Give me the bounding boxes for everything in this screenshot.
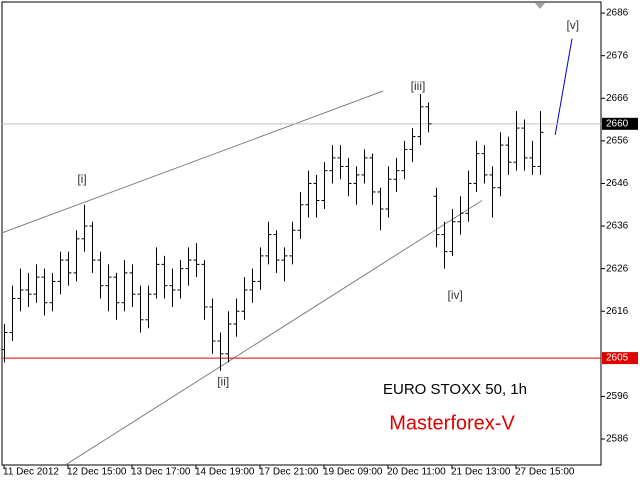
price-label-box	[602, 117, 638, 130]
y-tick-label: 2636	[606, 221, 629, 232]
y-tick-label: 2676	[606, 50, 629, 61]
y-tick-label: 2626	[606, 263, 629, 274]
y-tick-label: 2596	[606, 391, 629, 402]
y-tick-label: 2686	[606, 8, 629, 19]
chart-subtitle: Masterforex-V	[389, 412, 515, 434]
x-tick-label: 27 Dec 15:00	[515, 467, 575, 478]
wave-label: [ii]	[217, 375, 229, 389]
wave-label: [v]	[566, 18, 579, 32]
x-tick-label: 19 Dec 09:00	[323, 467, 383, 478]
price-label: 2605	[606, 353, 629, 364]
trend-line	[65, 200, 483, 465]
price-label-box	[602, 352, 638, 365]
trend-line	[1, 90, 384, 234]
x-tick-label: 13 Dec 17:00	[131, 467, 191, 478]
x-tick-label: 12 Dec 15:00	[67, 467, 127, 478]
plot-frame	[1, 1, 602, 466]
trend-line	[554, 38, 573, 135]
x-tick-label: 21 Dec 13:00	[451, 467, 511, 478]
x-tick-label: 14 Dec 19:00	[195, 467, 255, 478]
shift-marker	[535, 3, 545, 9]
price-label: 2660	[606, 118, 629, 129]
y-tick-label: 2646	[606, 178, 629, 189]
x-tick-label: 11 Dec 2012	[3, 467, 59, 478]
wave-label: [iv]	[448, 288, 463, 302]
y-tick-label: 2616	[606, 306, 629, 317]
chart-title: EURO STOXX 50, 1h	[383, 381, 527, 398]
x-tick-label: 20 Dec 11:00	[387, 467, 446, 478]
y-tick-label: 2666	[606, 93, 629, 104]
y-tick-label: 2586	[606, 434, 629, 445]
y-tick-label: 2656	[606, 135, 629, 146]
wave-label: [iii]	[411, 79, 426, 93]
wave-label: [i]	[77, 172, 86, 186]
x-tick-label: 17 Dec 21:00	[259, 467, 319, 478]
